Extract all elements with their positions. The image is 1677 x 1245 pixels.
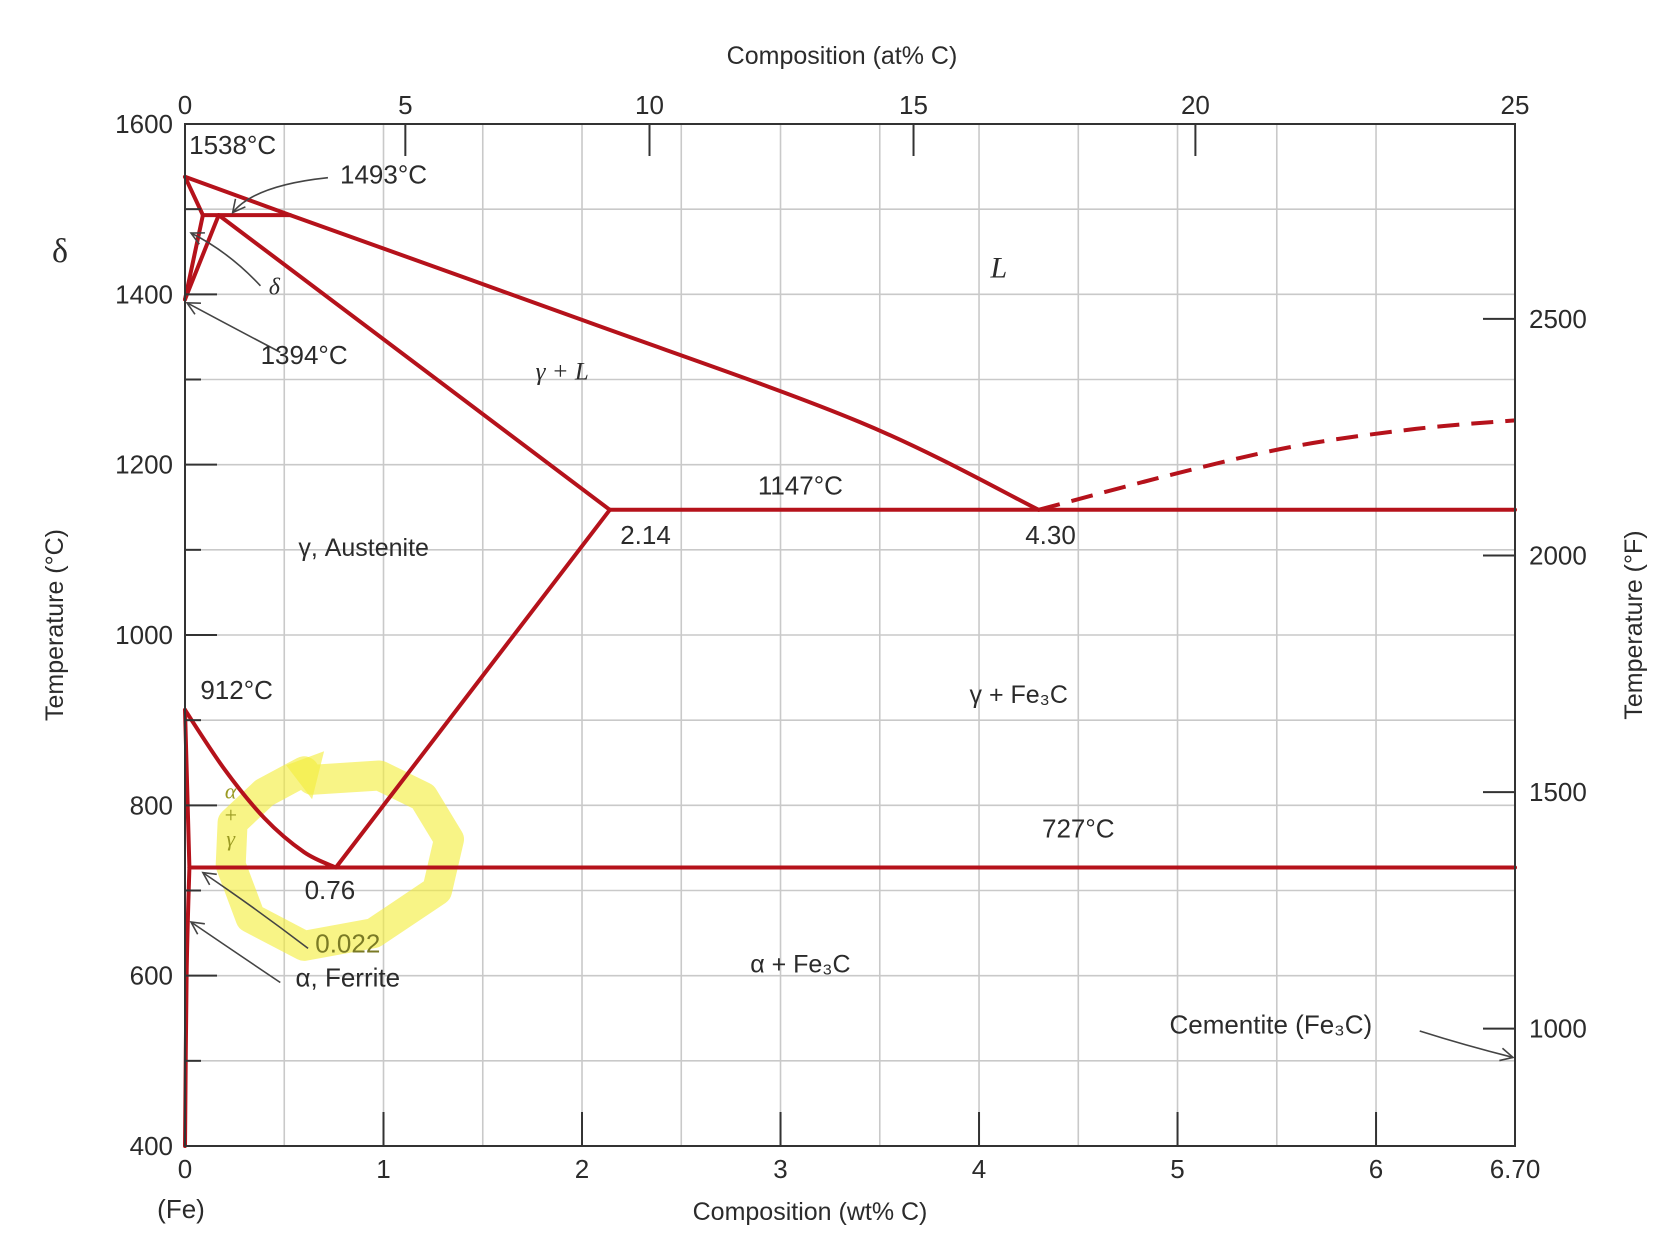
x-tick-label: 0	[178, 1154, 192, 1184]
region-label: γ, Austenite	[298, 534, 429, 562]
leader-ferrite	[190, 921, 281, 984]
y2-tick-label: 1000	[1529, 1014, 1587, 1044]
y-tick-label: 800	[130, 790, 173, 820]
y-axis-title: Temperature (°C)	[41, 529, 69, 721]
x2-tick-label: 25	[1501, 90, 1530, 120]
annotation-label: 0.76	[305, 875, 356, 905]
phase-boundary	[183, 174, 1041, 512]
grid-lines	[185, 124, 1515, 1146]
annotation-label: 1394°C	[261, 340, 348, 370]
x2-tick-label: 0	[178, 90, 192, 120]
x-axis-title: Composition (wt% C)	[693, 1198, 928, 1226]
annotation-label: δ	[269, 274, 281, 300]
x-tick-label: 3	[773, 1154, 787, 1184]
annotation-label: 1147°C	[758, 470, 843, 500]
highlight-stroke	[215, 756, 464, 961]
region-label: L	[990, 251, 1008, 284]
x-tick-label: 1	[376, 1154, 390, 1184]
x2-axis-title: Composition (at% C)	[727, 42, 958, 70]
region-label: α + Fe₃C	[750, 950, 850, 978]
side-delta-label: δ	[52, 233, 68, 270]
y-tick-label: 1200	[115, 450, 173, 480]
annotation-label: 727°C	[1042, 814, 1115, 844]
annotation-leaders	[185, 176, 1515, 1062]
axis-ticks	[184, 123, 1516, 1147]
annotation-label: 2.14	[620, 520, 671, 550]
x2-tick-label: 20	[1181, 90, 1210, 120]
y-tick-label: 1400	[115, 279, 173, 309]
region-label: γ + L	[536, 359, 589, 386]
region-label: γ + Fe₃C	[970, 681, 1068, 709]
y2-tick-label: 2500	[1529, 304, 1587, 334]
annotation-label: 1493°C	[340, 160, 427, 190]
phase-boundary	[183, 707, 338, 870]
annotation-label: 4.30	[1025, 520, 1076, 550]
annotation-label: α, Ferrite	[295, 963, 400, 993]
leader-1493	[232, 176, 329, 214]
y-tick-label: 1600	[115, 109, 173, 139]
annotation-label: 1538°C	[189, 130, 276, 160]
y-tick-label: 600	[130, 961, 173, 991]
phase-boundary	[333, 507, 612, 870]
annotation-label: 0.022	[315, 929, 380, 959]
region-label: α	[225, 779, 237, 804]
x-tick-label: 2	[575, 1154, 589, 1184]
y2-tick-label: 1500	[1529, 777, 1587, 807]
x2-tick-label: 5	[398, 90, 412, 120]
leader-0022	[202, 871, 309, 950]
leader-1493-arrow	[231, 198, 246, 214]
phase-boundary	[183, 213, 205, 302]
annotation-label: 912°C	[200, 675, 273, 705]
annotation-label: Cementite (Fe₃C)	[1169, 1010, 1372, 1040]
phase-boundaries	[183, 174, 1517, 1148]
leader-cementite	[1419, 1030, 1514, 1059]
x-tick-label: 4	[972, 1154, 986, 1184]
y2-tick-label: 2000	[1529, 541, 1587, 571]
region-label: γ	[226, 826, 236, 851]
leader-ferrite-arrow	[189, 921, 205, 935]
leader-1394	[186, 302, 281, 353]
region-label: +	[223, 802, 238, 827]
x-endpoint-label: (Fe)	[157, 1194, 205, 1224]
highlighter-annotation	[215, 751, 464, 961]
x2-tick-label: 15	[899, 90, 928, 120]
y-tick-label: 1000	[115, 620, 173, 650]
leader-cementite-arrow	[1499, 1047, 1515, 1062]
phase-boundary	[183, 213, 221, 302]
x-tick-label: 6	[1369, 1154, 1383, 1184]
leader-1394-arrow	[185, 302, 201, 315]
phase-boundary-dashed	[1038, 418, 1516, 512]
x-tick-label: 6.70	[1490, 1154, 1541, 1184]
y-tick-label: 400	[130, 1131, 173, 1161]
leader-0022-arrow	[201, 871, 217, 886]
highlight-arrowhead	[286, 751, 325, 800]
leader-delta	[190, 232, 262, 287]
x-tick-label: 5	[1170, 1154, 1184, 1184]
x2-tick-label: 10	[635, 90, 664, 120]
phase-boundary	[216, 213, 612, 512]
y2-axis-title: Temperature (°F)	[1620, 530, 1648, 719]
leader-delta-arrow	[189, 232, 205, 245]
